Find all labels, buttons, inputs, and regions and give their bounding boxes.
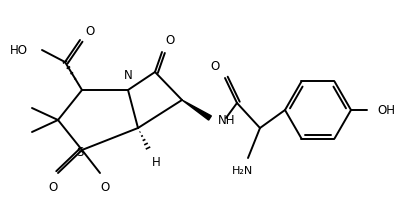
Text: O: O [210,60,219,73]
Text: H: H [152,156,160,169]
Text: H₂N: H₂N [232,166,253,176]
Text: OH: OH [376,103,394,116]
Text: NH: NH [218,114,235,127]
Text: HO: HO [10,43,28,56]
Text: S: S [76,146,83,159]
Text: O: O [100,181,109,194]
Polygon shape [182,100,211,120]
Text: N: N [123,69,132,82]
Text: O: O [48,181,57,194]
Text: O: O [85,25,94,38]
Text: O: O [165,34,174,47]
